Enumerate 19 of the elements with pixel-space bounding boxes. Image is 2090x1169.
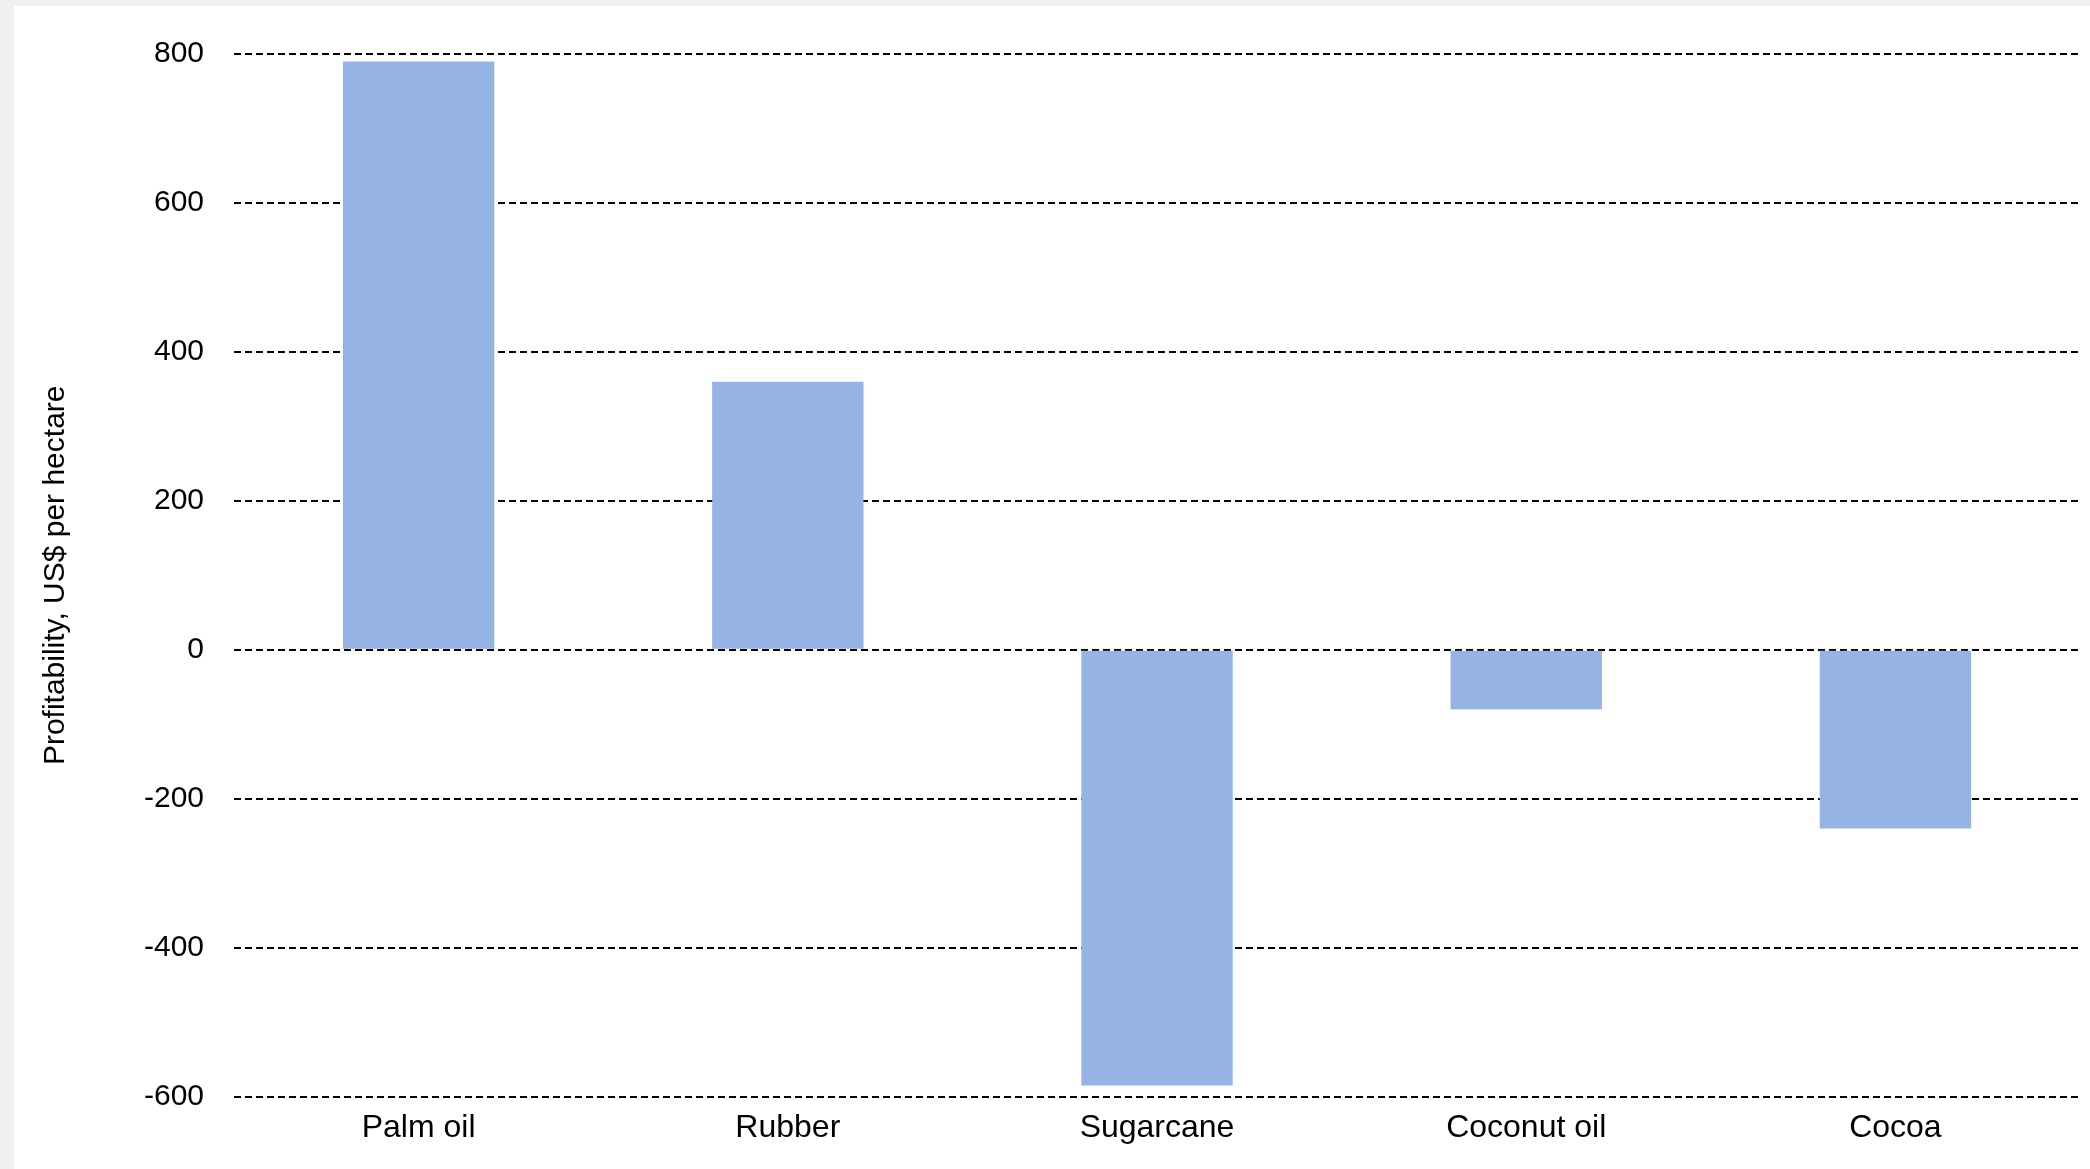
- y-axis-title: Profitability, US$ per hectare: [37, 385, 71, 766]
- y-tick-label: 400: [153, 333, 205, 367]
- x-tick-label: Coconut oil: [1446, 1107, 1607, 1144]
- bar: [1450, 650, 1602, 710]
- x-tick-label: Palm oil: [361, 1107, 476, 1144]
- y-tick-label: -400: [144, 928, 205, 962]
- x-tick-label: Rubber: [735, 1107, 841, 1144]
- bar: [712, 381, 864, 649]
- x-tick-label: Sugarcane: [1079, 1107, 1235, 1144]
- y-tick-label: 200: [153, 482, 205, 516]
- bar: [1081, 650, 1233, 1086]
- y-tick-label: 800: [153, 35, 205, 69]
- y-tick-label: -200: [144, 779, 205, 813]
- y-tick-label: -600: [144, 1077, 205, 1111]
- bar: [1819, 650, 1972, 829]
- x-tick-label: Cocoa: [1849, 1107, 1942, 1144]
- bar: [342, 61, 495, 649]
- y-tick-label: 600: [153, 184, 205, 218]
- y-tick-label: 0: [187, 631, 205, 665]
